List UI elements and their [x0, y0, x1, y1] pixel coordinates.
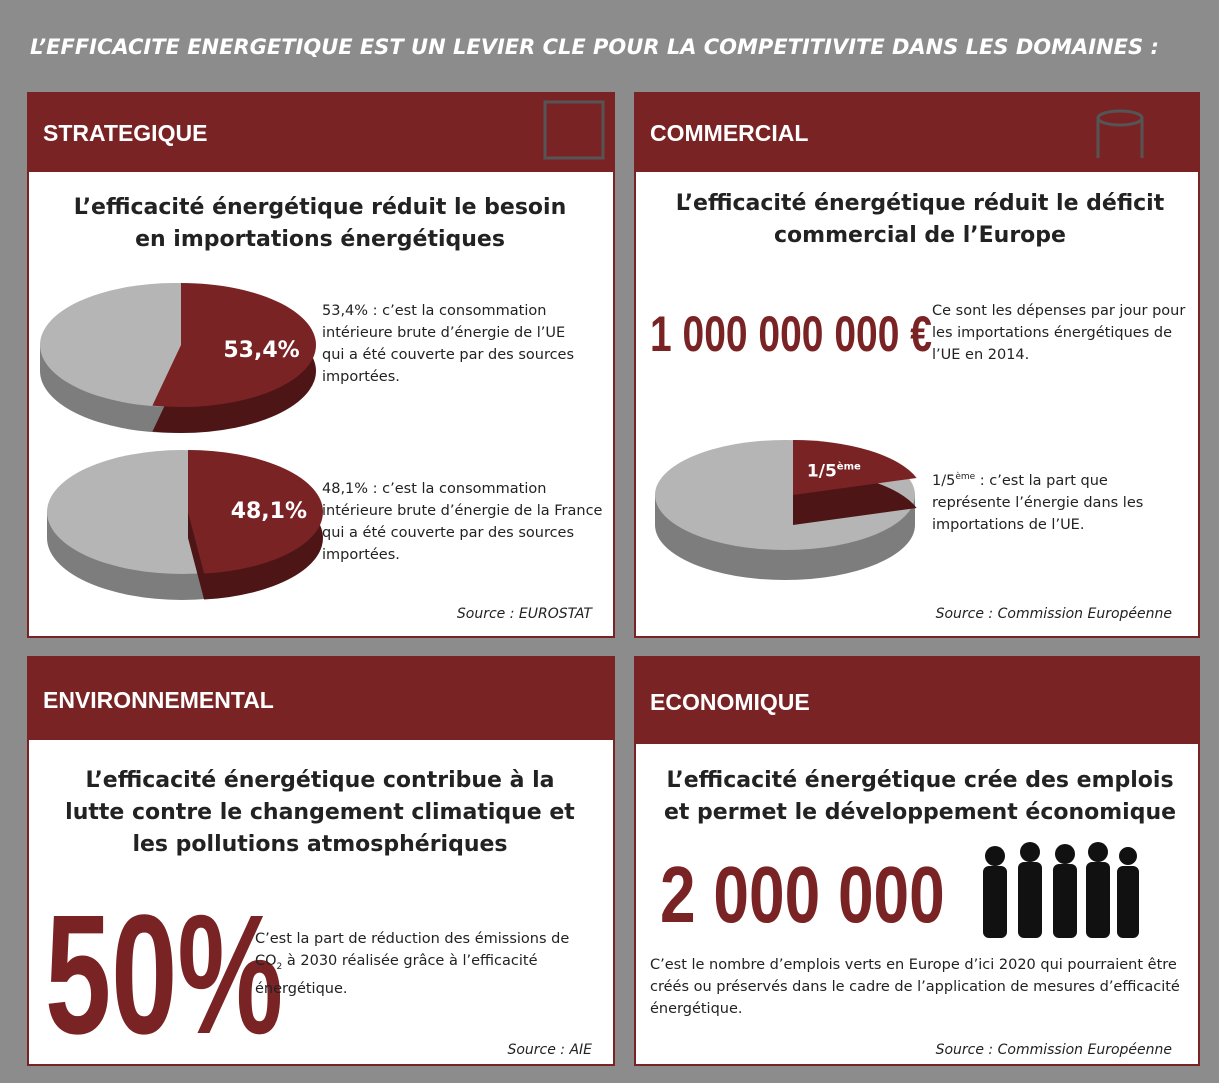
figure-text: Ce sont les dépenses par jour pour les i…	[932, 303, 1186, 363]
source: Source : Commission Européenne	[935, 606, 1172, 622]
text: C’est la part de réduction des émissions…	[255, 931, 570, 969]
text: 1/5	[932, 472, 956, 489]
header-icons	[543, 100, 1144, 160]
text: à 2030 réalisée grâce à l’efficacité éne…	[255, 953, 538, 997]
big-figure: 50%	[45, 880, 284, 1070]
big-figure: 1 000 000 000 €	[650, 306, 932, 362]
pie-label: 1/5ème	[807, 460, 861, 481]
headline: L’efficacité énergétique réduit le besoi…	[73, 195, 567, 252]
headline: L’efficacité énergétique contribue à la …	[65, 768, 575, 857]
panel-heading: COMMERCIAL	[634, 92, 1200, 172]
panel-heading: ECONOMIQUE	[634, 656, 1200, 744]
panel-heading: STRATEGIQUE	[27, 92, 615, 172]
pie-slice	[188, 450, 324, 574]
text: ème	[837, 460, 861, 472]
source: Source : EUROSTAT	[456, 606, 592, 622]
panel	[634, 92, 1200, 638]
headline: L’efficacité énergétique réduit le défic…	[675, 191, 1165, 248]
pie-text: 48,1% : c’est la consommation intérieure…	[322, 481, 603, 563]
pie-label: 48,1%	[231, 499, 307, 524]
people-icon	[983, 842, 1139, 938]
source: Source : AIE	[507, 1042, 592, 1058]
figure-text: C’est le nombre d’emplois verts en Europ…	[650, 957, 1180, 1017]
pie-text: 53,4% : c’est la consommation intérieure…	[322, 303, 575, 385]
figure-text: C’est la part de réduction des émissions…	[255, 928, 595, 1000]
big-figure: 2 000 000	[660, 850, 945, 939]
text: 2	[276, 961, 283, 972]
text: ème	[955, 472, 976, 482]
panel-heading: ENVIRONNEMENTAL	[27, 656, 615, 740]
pie-label: 53,4%	[223, 338, 299, 363]
pie-text: 1/5ème : c’est la part que représente l’…	[932, 466, 1182, 536]
pie-slice	[152, 283, 316, 407]
headline: L’efficacité énergétique crée des emploi…	[663, 768, 1177, 825]
page-title: L’EFFICACITE ENERGETIQUE EST UN LEVIER C…	[30, 35, 1159, 59]
text: : c’est la part que représente l’énergie…	[932, 472, 1144, 533]
source: Source : Commission Européenne	[935, 1042, 1172, 1058]
text: 1/5	[807, 461, 837, 481]
pie-slice	[793, 440, 917, 495]
